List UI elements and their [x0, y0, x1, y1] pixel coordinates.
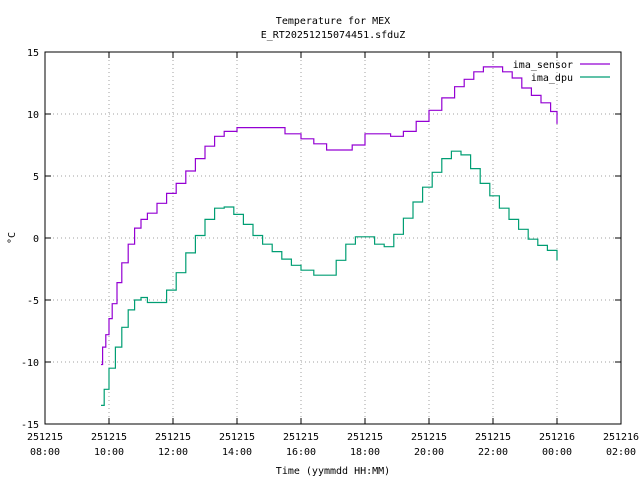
- x-tick-time: 12:00: [158, 447, 188, 458]
- x-tick-date: 251215: [91, 432, 127, 443]
- y-tick-label: 15: [27, 48, 39, 59]
- y-tick-label: 10: [27, 110, 39, 121]
- y-tick-label: -10: [21, 358, 39, 369]
- x-axis-ticks: 251215 08:00 251215 10:00 251215 12:00 251215 1…: [27, 52, 639, 458]
- x-tick-time: 10:00: [94, 447, 124, 458]
- x-tick-date: 251215: [283, 432, 319, 443]
- x-tick-time: 14:00: [222, 447, 252, 458]
- series-line-ima_dpu: [101, 150, 558, 406]
- y-tick-label: 5: [33, 172, 39, 183]
- x-tick-time: 18:00: [350, 447, 380, 458]
- x-tick-date: 251215: [347, 432, 383, 443]
- x-tick-date: 251215: [219, 432, 255, 443]
- legend: ima_sensor ima_dpu: [513, 60, 610, 84]
- x-tick-date: 251215: [155, 432, 191, 443]
- x-tick-date: 251215: [27, 432, 63, 443]
- grid-lines: [45, 52, 621, 424]
- y-axis-label: °C: [7, 232, 18, 244]
- y-tick-label: -15: [21, 420, 39, 431]
- x-tick-date: 251215: [411, 432, 447, 443]
- y-tick-label: -5: [27, 296, 39, 307]
- x-axis-label: Time (yymmdd HH:MM): [276, 466, 390, 477]
- x-tick-time: 02:00: [606, 447, 636, 458]
- y-tick-label: 0: [33, 234, 39, 245]
- x-tick-time: 00:00: [542, 447, 572, 458]
- x-tick-date: 251216: [603, 432, 639, 443]
- x-tick-date: 251215: [475, 432, 511, 443]
- chart-subtitle: E_RT20251215074451.sfduZ: [261, 30, 406, 41]
- x-tick-time: 22:00: [478, 447, 508, 458]
- legend-label: ima_sensor: [513, 60, 573, 71]
- x-tick-time: 08:00: [30, 447, 60, 458]
- x-tick-date: 251216: [539, 432, 575, 443]
- legend-label: ima_dpu: [531, 73, 573, 84]
- x-tick-time: 16:00: [286, 447, 316, 458]
- plot-border: [44, 51, 622, 425]
- series-line-ima_sensor: [101, 66, 558, 366]
- chart-title: Temperature for MEX: [276, 16, 390, 27]
- x-tick-time: 20:00: [414, 447, 444, 458]
- series-layer: [101, 66, 558, 406]
